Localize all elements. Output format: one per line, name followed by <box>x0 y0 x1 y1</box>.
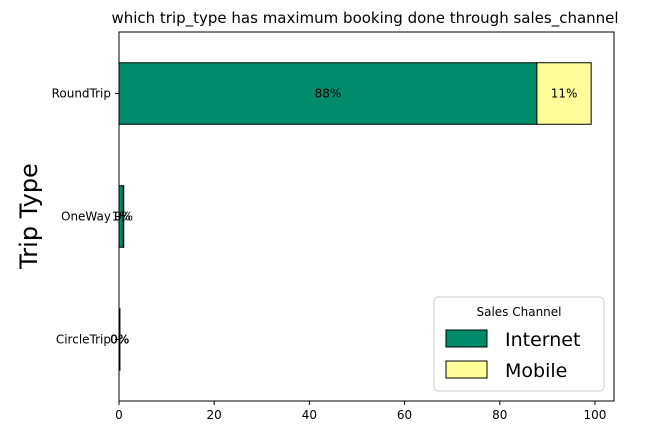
axes-layer: RoundTrip OneWay CircleTrip 0 20 40 60 80 100 <box>52 31 615 422</box>
y-axis-label: Trip Type <box>15 163 43 270</box>
y-tick-label: CircleTrip <box>56 333 111 347</box>
x-tick-label: 100 <box>584 408 607 422</box>
legend-swatch-mobile <box>445 360 488 379</box>
y-tick-label: RoundTrip <box>52 87 111 101</box>
bar-roundtrip-mobile <box>536 62 592 125</box>
bar-roundtrip-internet <box>118 62 538 125</box>
bar-label-roundtrip-internet: 88% <box>315 87 342 101</box>
bar-labels-layer: 88% 11%1%0%0%0% <box>110 87 577 347</box>
chart-title: which trip_type has maximum booking done… <box>111 9 618 28</box>
x-tick-label: 80 <box>492 408 507 422</box>
legend-label-internet: Internet <box>505 329 580 351</box>
legend: Sales Channel Internet Mobile <box>433 296 605 392</box>
x-tick-label: 0 <box>115 408 123 422</box>
x-tick-label: 60 <box>397 408 412 422</box>
x-tick-label: 40 <box>302 408 317 422</box>
bar-label-circletrip-mobile: 0% <box>110 333 129 347</box>
x-tick-label: 20 <box>207 408 222 422</box>
bar-label-roundtrip-mobile: 11% <box>551 87 578 101</box>
bar-label-oneway-internet: 1% <box>112 210 131 224</box>
legend-swatch-internet <box>445 329 488 348</box>
y-tick-label: OneWay <box>61 210 111 224</box>
legend-label-mobile: Mobile <box>505 360 567 382</box>
legend-title: Sales Channel <box>476 305 561 319</box>
plot-frame <box>118 31 615 402</box>
